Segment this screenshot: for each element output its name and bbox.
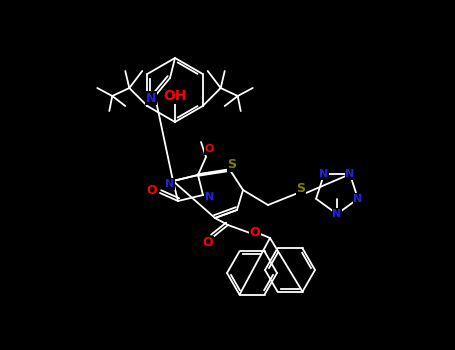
Text: N: N <box>345 169 354 179</box>
Text: N: N <box>332 209 342 219</box>
Text: O: O <box>147 184 157 197</box>
Text: S: S <box>228 159 237 172</box>
Text: N: N <box>165 179 175 189</box>
Text: OH: OH <box>163 89 187 103</box>
Text: O: O <box>204 144 214 154</box>
Text: O: O <box>202 237 213 250</box>
Text: N: N <box>319 169 329 179</box>
Text: N: N <box>205 192 215 202</box>
Text: N: N <box>353 194 363 204</box>
Text: O: O <box>250 226 260 239</box>
Text: S: S <box>297 182 305 196</box>
Text: N: N <box>146 91 156 105</box>
